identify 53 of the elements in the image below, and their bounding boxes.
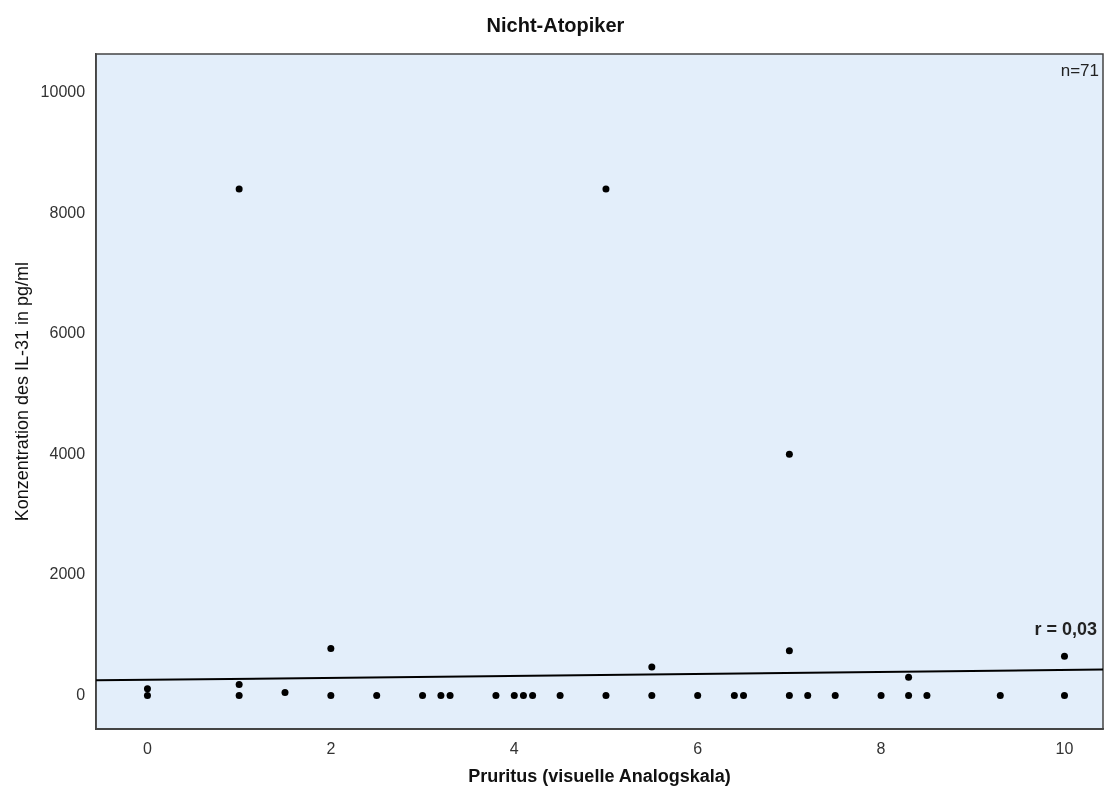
point [419, 691, 427, 699]
y-tick-label: 8000 [49, 203, 86, 221]
point [804, 691, 812, 699]
point [785, 450, 793, 458]
point [519, 691, 527, 699]
point [327, 644, 335, 652]
point [648, 663, 656, 671]
point [785, 647, 793, 655]
point [694, 691, 702, 699]
point [602, 185, 610, 193]
y-tick-label: 0 [76, 685, 86, 703]
point [1060, 652, 1068, 660]
y-tick-label: 6000 [49, 324, 86, 342]
x-tick-label: 10 [1055, 740, 1074, 758]
chart-title: Nicht-Atopiker [486, 13, 625, 36]
point [602, 691, 610, 699]
y-tick-label: 4000 [49, 444, 86, 462]
point [905, 673, 913, 681]
point [510, 691, 518, 699]
y-tick-label: 10000 [40, 82, 86, 100]
point [446, 691, 454, 699]
point [648, 691, 656, 699]
y-tick-label: 2000 [49, 565, 86, 583]
x-tick-label: 2 [326, 740, 336, 758]
point [373, 691, 381, 699]
point [437, 691, 445, 699]
annotation: r = 0,03 [1034, 618, 1097, 639]
point [785, 691, 793, 699]
point [923, 691, 931, 699]
point [556, 691, 564, 699]
point [327, 691, 335, 699]
point [831, 691, 839, 699]
point [740, 691, 748, 699]
point [1060, 691, 1068, 699]
point [730, 691, 738, 699]
annotation: n=71 [1060, 61, 1099, 80]
point [996, 691, 1004, 699]
x-tick-label: 8 [876, 740, 886, 758]
point [281, 688, 289, 696]
point [143, 691, 151, 699]
y-axis-title: Konzentration des IL-31 in pg/ml [11, 262, 32, 522]
x-axis-title: Pruritus (visuelle Analogskala) [468, 766, 731, 787]
x-tick-label: 4 [509, 740, 519, 758]
point [235, 185, 243, 193]
point [877, 691, 885, 699]
point [492, 691, 500, 699]
x-tick-label: 6 [693, 740, 703, 758]
point [905, 691, 913, 699]
point [529, 691, 537, 699]
point [143, 685, 151, 693]
x-tick-label: 0 [142, 740, 152, 758]
point [235, 681, 243, 689]
point [235, 691, 243, 699]
